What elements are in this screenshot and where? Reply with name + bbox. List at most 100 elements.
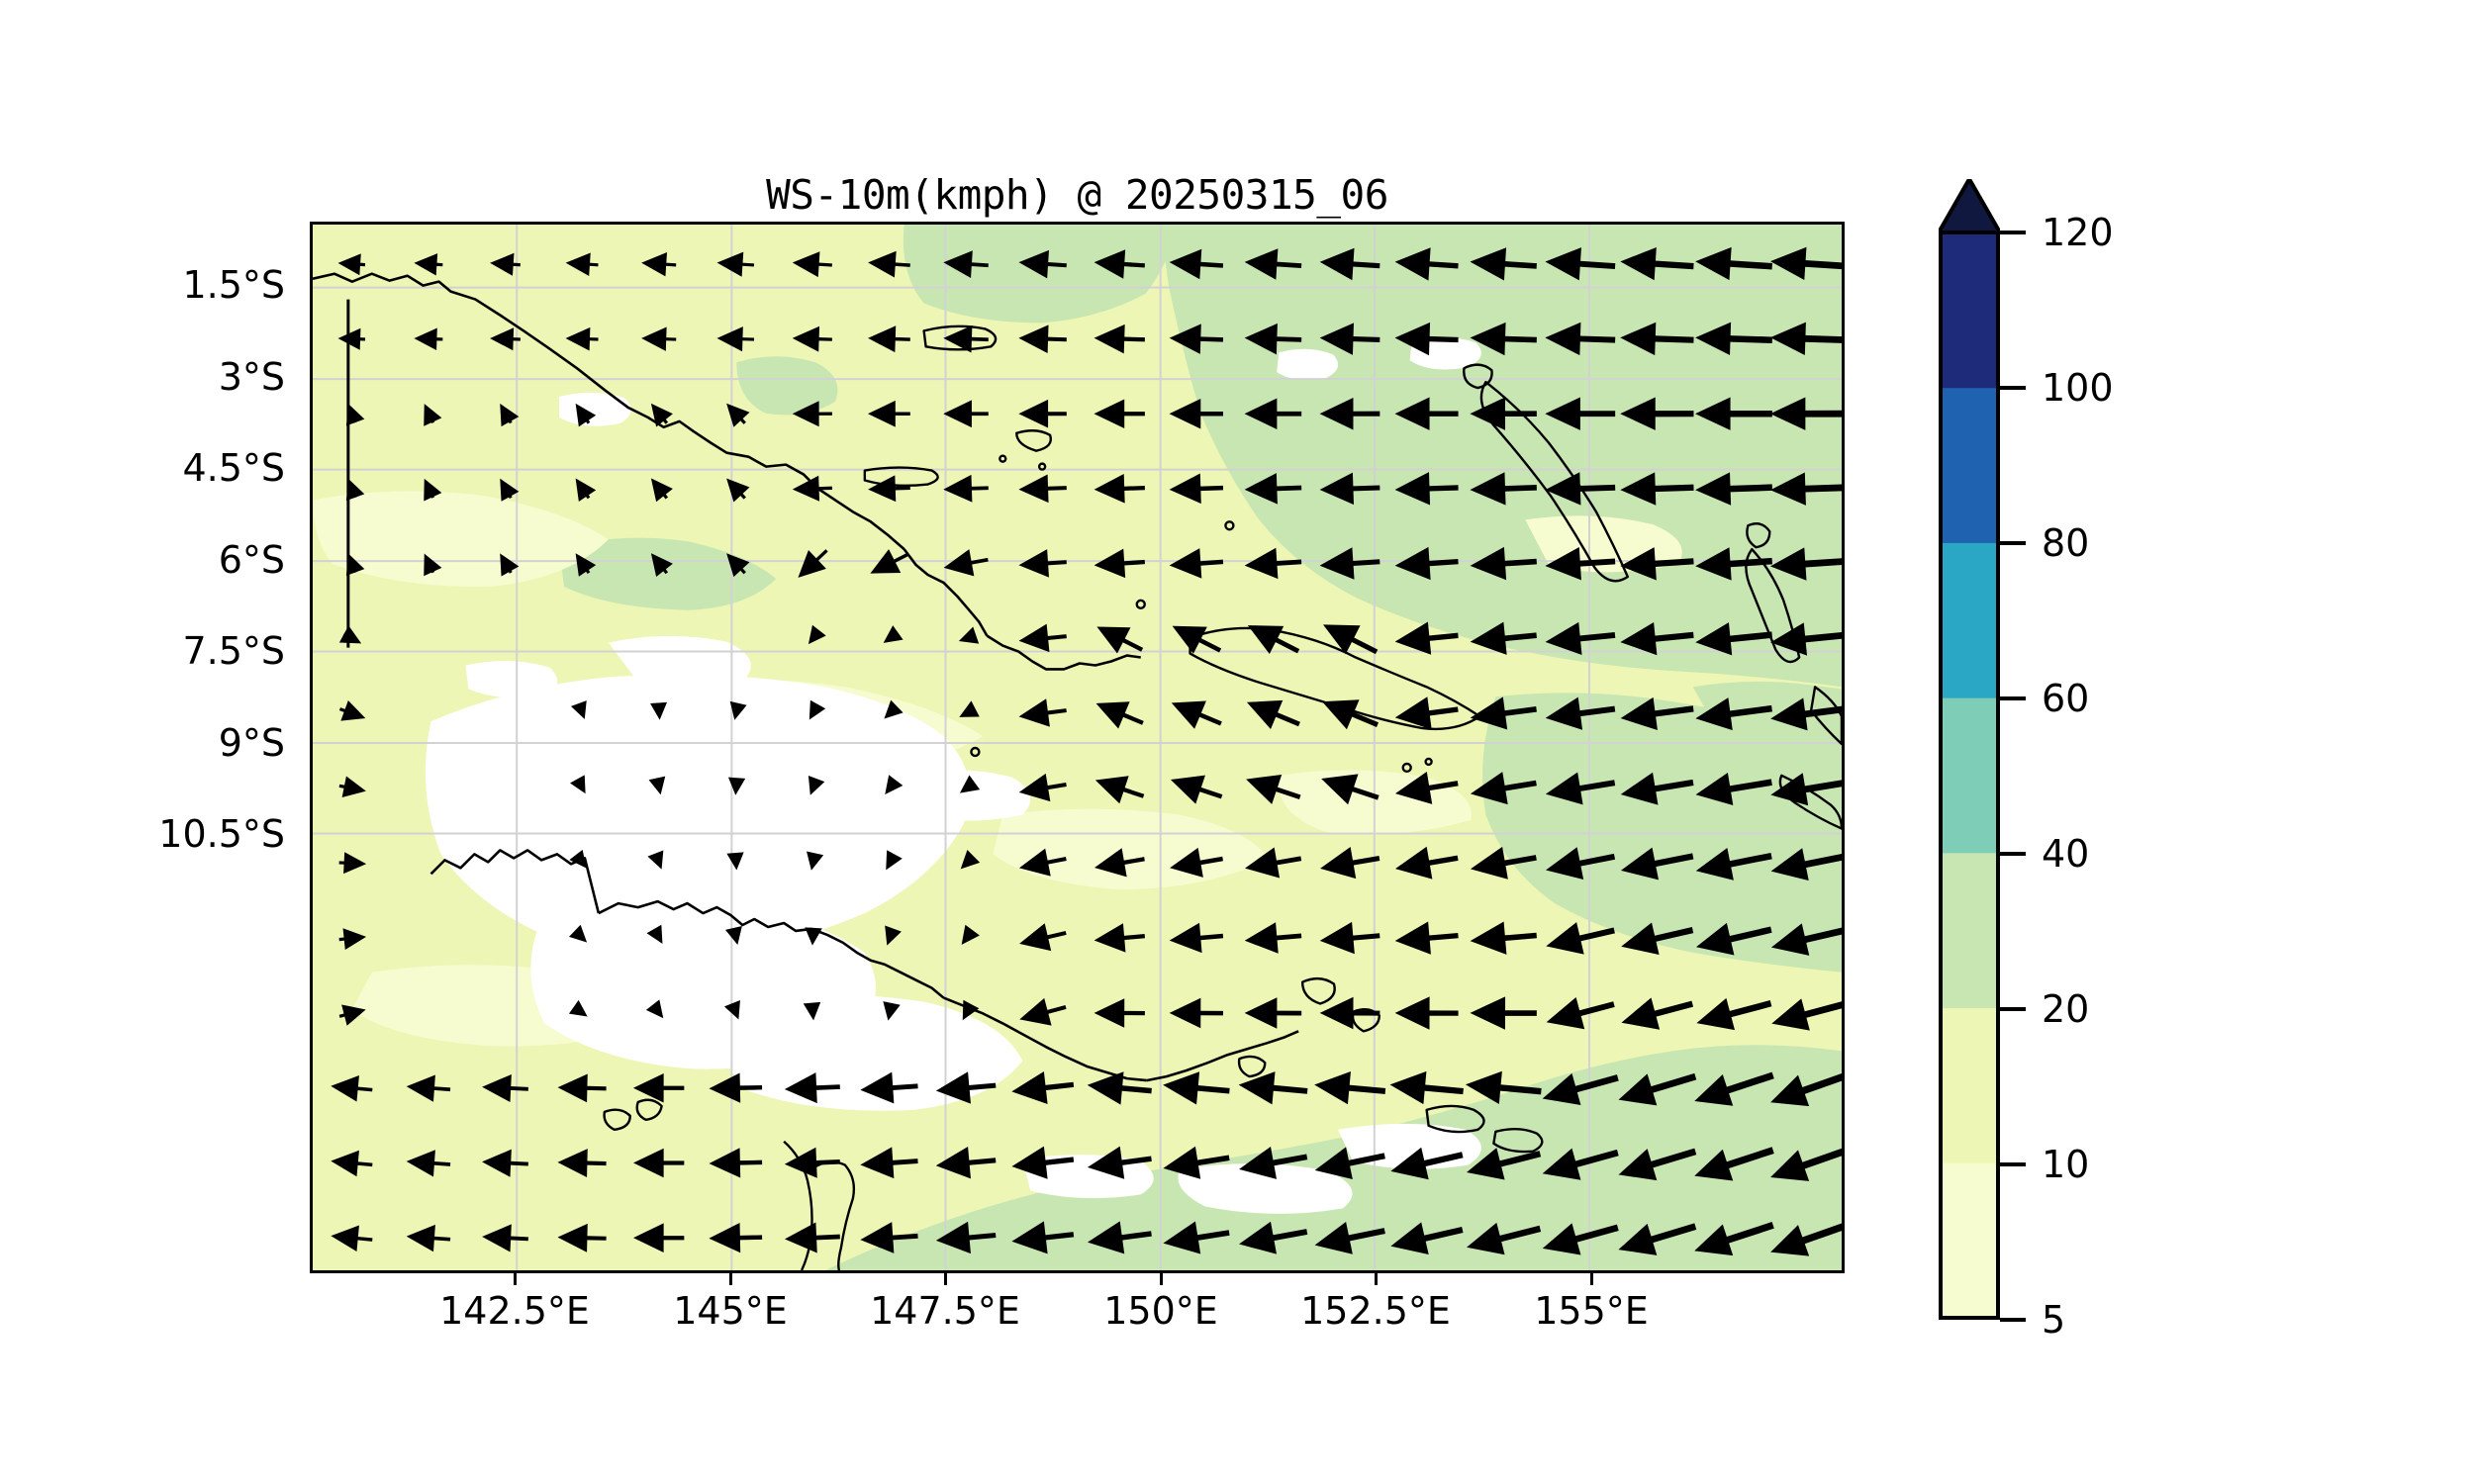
wind-arrow-head [345, 553, 365, 576]
wind-arrow-head [1470, 397, 1506, 430]
wind-arrow-head [958, 626, 980, 644]
wind-arrow-head [716, 326, 743, 352]
wind-arrow-head [1620, 621, 1658, 656]
wind-arrow-shaft [1579, 705, 1616, 717]
wind-arrow-head [1169, 473, 1201, 505]
wind-arrow-head [860, 1222, 895, 1253]
wind-arrow-head [406, 1150, 435, 1177]
wind-arrow-head [1390, 1147, 1429, 1180]
colorbar-band-20-40 [1941, 852, 1998, 1009]
wind-arrow-head [1394, 397, 1430, 430]
wind-arrow-shaft [1352, 559, 1380, 567]
wind-arrow-head [490, 327, 515, 351]
wind-arrow-shaft [1655, 484, 1694, 493]
wind-arrow-head [1465, 1070, 1502, 1105]
wind-arrow-shaft [1804, 853, 1842, 869]
wind-arrow-head [646, 924, 663, 944]
wind-arrow-shaft [1348, 1228, 1385, 1242]
wind-arrow-head [331, 1225, 359, 1252]
wind-arrow-shaft [1804, 259, 1842, 270]
wind-arrow-head [331, 1150, 359, 1177]
wind-arrow-shaft [1276, 856, 1302, 866]
wind-arrow-head [1695, 773, 1734, 805]
wind-arrow-head [1694, 1224, 1734, 1256]
wind-arrow-head [885, 775, 904, 795]
wind-arrow-head [565, 326, 591, 351]
wind-arrow-head [1244, 922, 1279, 954]
wind-arrow-head [726, 852, 744, 871]
title-line-1: WS-10m(kmph) @ 20250315_06 [766, 171, 1388, 219]
wind-arrow-shaft [1348, 1084, 1386, 1094]
wind-arrow-head [345, 404, 365, 426]
wind-arrow-head [1770, 622, 1808, 656]
map-canvas [313, 225, 1842, 1270]
wind-arrow-head [568, 924, 588, 943]
wind-arrow-shaft [1504, 706, 1537, 716]
wind-arrow-shaft [1726, 1222, 1774, 1244]
wind-arrow-shaft [1351, 637, 1379, 655]
wind-arrow-shaft [1729, 631, 1772, 643]
wind-arrow-shaft [892, 1159, 918, 1165]
wind-arrow-head [414, 327, 437, 350]
wind-arrow-head [960, 849, 981, 870]
wind-arrow-shaft [1348, 1153, 1385, 1166]
wind-arrow-shaft [741, 262, 755, 267]
wind-arrow-head [1244, 248, 1279, 280]
wind-arrow-head [1695, 697, 1733, 731]
wind-arrow-shaft [1801, 1148, 1842, 1169]
wind-arrow-head [575, 553, 597, 577]
wind-arrow-shaft [1121, 1231, 1152, 1241]
colorbar-band-60-80 [1941, 542, 1998, 698]
wind-arrow-shaft [1352, 933, 1380, 941]
wind-arrow-head [1087, 1146, 1125, 1179]
colorbar-canvas [1939, 179, 2000, 1320]
wind-arrow-head [943, 549, 975, 577]
wind-arrow-shaft [1276, 485, 1302, 492]
wind-arrow-head [1695, 472, 1732, 506]
wind-arrow-head [1322, 624, 1361, 655]
wind-arrow-head [1314, 1147, 1353, 1180]
wind-arrow-head [792, 251, 820, 278]
wind-arrow-shaft [1122, 638, 1144, 652]
wind-arrow-head [1394, 472, 1431, 506]
wind-arrow-head [784, 1072, 817, 1104]
wind-arrow-head [345, 478, 365, 502]
wind-arrow-head [1094, 548, 1126, 579]
cbtick-label-60: 60 [2042, 677, 2090, 720]
wind-arrow-shaft [1504, 855, 1537, 867]
wind-arrow-shaft [1428, 932, 1459, 941]
xtick-mark-5 [1375, 1273, 1378, 1285]
colorbar-band-5-10 [1941, 1162, 1998, 1319]
wind-arrow-shaft [1504, 335, 1537, 343]
wind-arrow-shaft [510, 1236, 528, 1242]
map-plot-area[interactable] [310, 222, 1845, 1273]
wind-arrow-head [1769, 472, 1806, 506]
wind-arrow-head [1394, 621, 1432, 655]
wind-arrow-head [1620, 322, 1657, 356]
wind-arrow-head [1011, 1221, 1048, 1254]
wind-arrow-shaft [1198, 712, 1222, 726]
wind-arrow-head [1171, 700, 1206, 729]
colorbar[interactable] [1939, 179, 2000, 1320]
wind-arrow-shaft [589, 262, 599, 267]
xtick-label-1: 142.5°E [439, 1289, 590, 1333]
wind-arrow-head [482, 1224, 512, 1252]
wind-arrow-head [343, 852, 367, 875]
wind-arrow-head [1096, 626, 1131, 654]
wind-arrow-shaft [1046, 1005, 1067, 1014]
wind-arrow-shaft [1044, 1157, 1075, 1165]
wind-arrow-shaft [815, 549, 828, 561]
wind-arrow-shaft [1047, 262, 1067, 268]
wind-arrow-shaft [1729, 1000, 1772, 1018]
wind-arrow-head [1244, 473, 1278, 505]
wind-arrow-head [792, 401, 819, 427]
wind-arrow-shaft [1574, 1074, 1619, 1093]
wind-arrow-shaft [1654, 705, 1694, 717]
wind-arrow-head [1087, 1071, 1124, 1105]
wind-arrow-head [1389, 1070, 1427, 1105]
wind-arrow-shaft [1428, 335, 1459, 343]
wind-arrow-head [943, 250, 973, 278]
wind-arrow-head [1246, 774, 1283, 804]
wind-arrow-shaft [815, 1234, 840, 1241]
